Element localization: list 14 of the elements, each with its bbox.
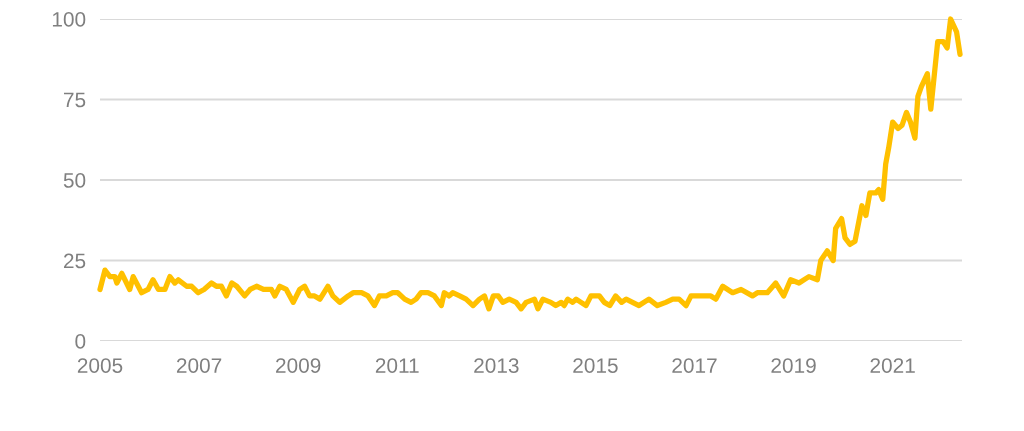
x-tick-label: 2011 (375, 358, 419, 373)
y-tick-label: 75 (64, 92, 86, 108)
x-tick-label: 2019 (771, 358, 816, 373)
x-tick-label: 2007 (176, 358, 222, 373)
y-tick-label: 100 (52, 12, 86, 27)
y-tick-label: 25 (63, 253, 86, 269)
x-tick-label: 2015 (573, 358, 618, 373)
y-tick-label: 0 (75, 334, 86, 349)
x-tick-label: 2009 (276, 358, 321, 373)
x-tick-label: 2013 (474, 358, 519, 373)
x-tick-label: 2021 (870, 358, 915, 373)
x-tick-label: 2017 (672, 358, 717, 373)
y-tick-label: 50 (63, 173, 86, 188)
x-tick-label: 2005 (77, 358, 123, 373)
